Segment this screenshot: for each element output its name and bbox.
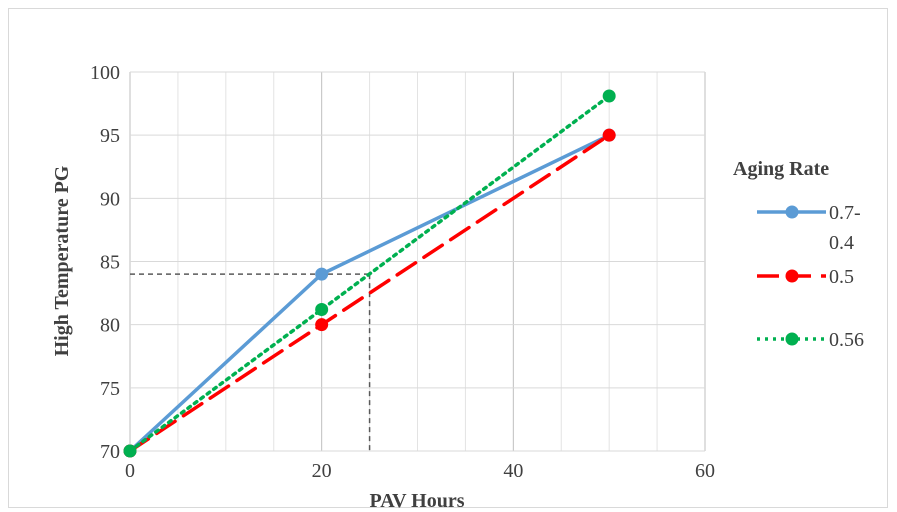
series <box>123 89 616 458</box>
y-tick-label: 85 <box>100 252 120 274</box>
y-axis-title: High Temperature PG <box>51 165 73 356</box>
tick-labels: 0 20 40 60 70 75 80 85 90 95 100 <box>90 62 715 482</box>
x-axis-title: PAV Hours <box>369 490 464 512</box>
legend-item: 0.5 <box>757 266 854 288</box>
data-point <box>315 303 329 317</box>
y-tick-label: 100 <box>90 62 120 84</box>
data-point <box>602 89 616 103</box>
legend-label: 0.4 <box>829 232 854 254</box>
chart-frame <box>8 8 888 508</box>
y-tick-label: 90 <box>100 188 120 210</box>
legend: Aging Rate 0.7- 0.4 0.5 0.56 <box>733 158 864 351</box>
legend-label: 0.56 <box>829 329 864 351</box>
legend-swatch-marker <box>785 269 799 283</box>
data-point <box>315 267 329 281</box>
series-line <box>128 94 611 453</box>
series-3 <box>123 89 616 458</box>
y-tick-label: 75 <box>100 378 120 400</box>
x-tick-label: 0 <box>125 460 135 482</box>
data-point <box>315 318 329 332</box>
legend-swatch-marker <box>785 205 799 219</box>
y-tick-label: 80 <box>100 315 120 337</box>
data-point <box>123 444 137 458</box>
x-tick-label: 20 <box>312 460 332 482</box>
legend-label: 0.7- <box>829 202 861 224</box>
grid <box>129 71 706 452</box>
y-tick-label: 70 <box>100 441 120 463</box>
legend-title: Aging Rate <box>733 158 829 180</box>
y-tick-label: 95 <box>100 125 120 147</box>
legend-label: 0.5 <box>829 266 854 288</box>
x-tick-label: 60 <box>695 460 715 482</box>
reference-lines <box>130 273 371 451</box>
legend-swatch-marker <box>785 332 799 346</box>
x-tick-label: 40 <box>503 460 523 482</box>
legend-item: 0.7- 0.4 <box>757 202 861 254</box>
data-point <box>602 128 616 142</box>
legend-item: 0.56 <box>757 329 864 351</box>
